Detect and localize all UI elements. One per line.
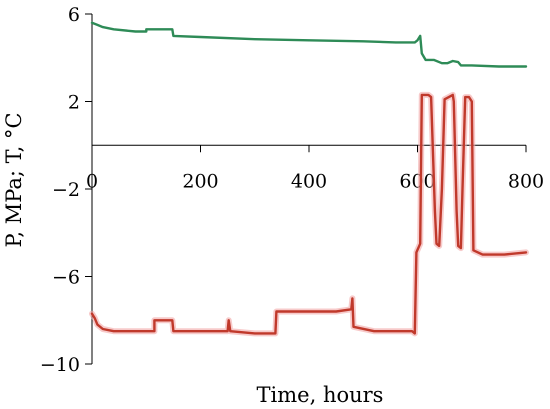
y-tick-label: −10: [40, 354, 80, 376]
labels-layer: Time, hours P, MPa; T, °C: [2, 112, 383, 407]
x-tick-label: 800: [508, 170, 544, 192]
x-tick-label: 400: [291, 170, 327, 192]
y-tick-label: −6: [52, 267, 80, 289]
series-layer: [89, 21, 529, 337]
x-tick-label: 0: [86, 170, 98, 192]
y-tick-label: 6: [68, 4, 80, 26]
series-1-line: [90, 21, 528, 68]
x-tick-label: 200: [182, 170, 218, 192]
x-axis-title: Time, hours: [257, 383, 384, 407]
y-tick-label: −2: [52, 179, 80, 201]
axes-layer: 6 2 −2 −6 −10 0 200 400 600 800: [40, 4, 544, 376]
series-2-line: [90, 93, 528, 335]
y-tick-label: 2: [68, 92, 80, 114]
y-axis-title: P, MPa; T, °C: [2, 112, 26, 247]
x-tick-label: 600: [399, 170, 435, 192]
